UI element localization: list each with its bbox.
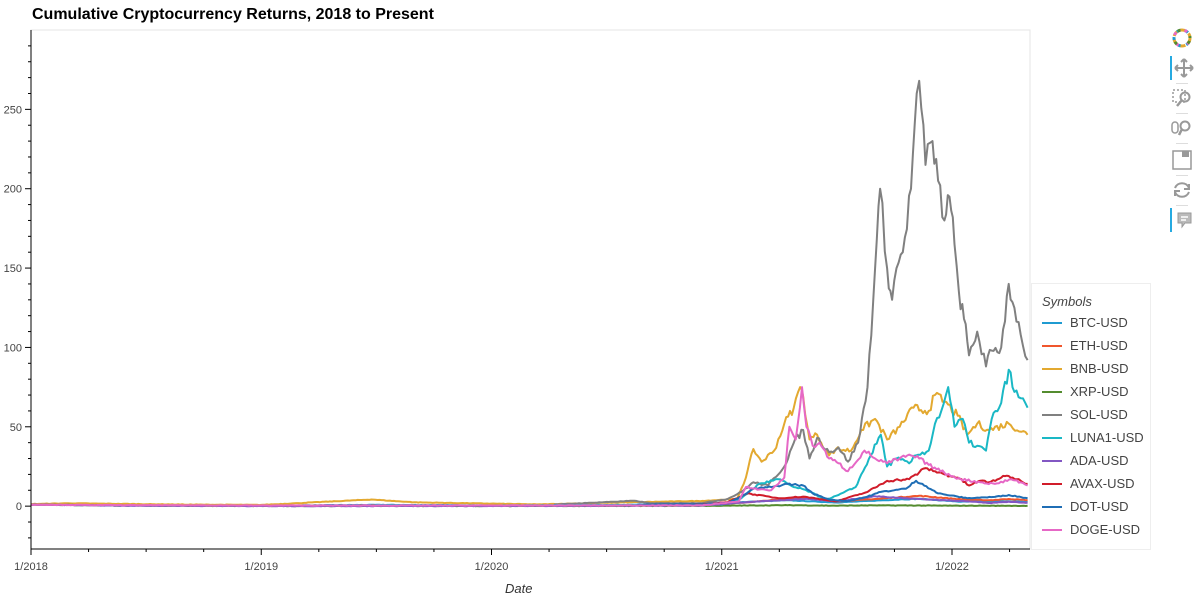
toolbar-separator (1176, 83, 1188, 84)
legend-label: ETH-USD (1070, 338, 1128, 353)
legend-label: DOGE-USD (1070, 522, 1141, 537)
legend-item-avax-usd[interactable]: AVAX-USD (1040, 474, 1150, 494)
legend-swatch (1042, 322, 1062, 324)
legend-item-dot-usd[interactable]: DOT-USD (1040, 497, 1150, 517)
x-tick-label: 1/2019 (244, 561, 278, 573)
axes: 0 50 100 150 200 250 1/2018 1/2019 1/2020 1/2021 1… (4, 30, 1030, 573)
legend-item-bnb-usd[interactable]: BNB-USD (1040, 359, 1150, 379)
series-group (30, 79, 1029, 508)
legend-label: ADA-USD (1070, 453, 1129, 468)
legend-item-xrp-usd[interactable]: XRP-USD (1040, 382, 1150, 402)
toolbar-separator (1176, 205, 1188, 206)
legend-label: AVAX-USD (1070, 476, 1135, 491)
legend-label: BTC-USD (1070, 315, 1128, 330)
legend-item-eth-usd[interactable]: ETH-USD (1040, 336, 1150, 356)
y-tick-label: 50 (10, 422, 22, 434)
plot-frame (30, 29, 1031, 550)
legend-swatch (1042, 483, 1062, 485)
legend-swatch (1042, 391, 1062, 393)
legend-label: LUNA1-USD (1070, 430, 1144, 445)
save-icon[interactable] (1170, 148, 1194, 172)
legend-swatch (1042, 437, 1062, 439)
wheel-zoom-icon[interactable] (1170, 116, 1194, 140)
y-tick-label: 200 (4, 184, 22, 196)
legend-item-doge-usd[interactable]: DOGE-USD (1040, 520, 1150, 540)
legend: Symbols BTC-USD ETH-USD BNB-USD XRP-USD SOL-… (1031, 283, 1151, 550)
bokeh-logo-icon[interactable] (1170, 26, 1194, 50)
reset-icon[interactable] (1170, 178, 1194, 202)
legend-swatch (1042, 414, 1062, 416)
box-zoom-icon[interactable] (1170, 86, 1194, 110)
legend-swatch (1042, 368, 1062, 370)
legend-item-luna1-usd[interactable]: LUNA1-USD (1040, 428, 1150, 448)
hover-icon[interactable] (1170, 208, 1196, 232)
toolbar-separator (1176, 143, 1188, 144)
legend-label: BNB-USD (1070, 361, 1129, 376)
y-tick-label: 0 (16, 501, 22, 513)
x-tick-label: 1/2021 (705, 561, 739, 573)
x-tick-label: 1/2022 (935, 561, 969, 573)
legend-title: Symbols (1042, 294, 1092, 309)
plot-area (30, 29, 1031, 550)
y-tick-label: 150 (4, 263, 22, 275)
legend-swatch (1042, 529, 1062, 531)
legend-swatch (1042, 506, 1062, 508)
x-axis-label: Date (505, 581, 533, 596)
legend-item-ada-usd[interactable]: ADA-USD (1040, 451, 1150, 471)
y-tick-label: 250 (4, 104, 22, 116)
legend-item-btc-usd[interactable]: BTC-USD (1040, 313, 1150, 333)
chart-title: Cumulative Cryptocurrency Returns, 2018 … (32, 6, 434, 23)
series-line-doge-usd (31, 386, 1028, 507)
legend-label: DOT-USD (1070, 499, 1129, 514)
toolbar-separator (1176, 175, 1188, 176)
toolbar-separator (1176, 113, 1188, 114)
x-tick-label: 1/2020 (475, 561, 509, 573)
toolbar (1166, 24, 1196, 254)
legend-label: XRP-USD (1070, 384, 1129, 399)
x-tick-label: 1/2018 (14, 561, 48, 573)
series-line-sol-usd (554, 79, 1029, 506)
legend-label: SOL-USD (1070, 407, 1128, 422)
legend-swatch (1042, 460, 1062, 462)
legend-swatch (1042, 345, 1062, 347)
pan-icon[interactable] (1170, 56, 1196, 80)
legend-item-sol-usd[interactable]: SOL-USD (1040, 405, 1150, 425)
y-tick-label: 100 (4, 342, 22, 354)
